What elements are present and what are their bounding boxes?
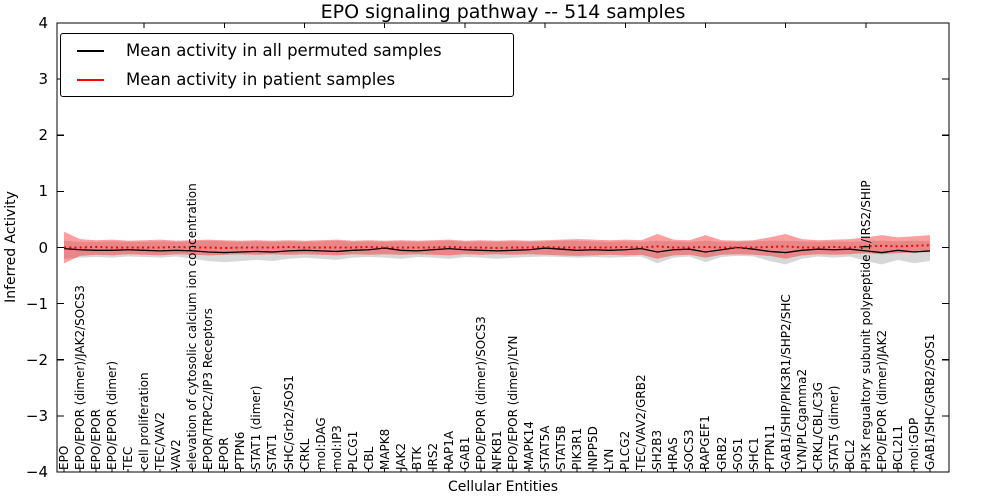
y-tick-label: −3: [25, 406, 48, 425]
x-tick-label: JAK2: [393, 442, 408, 470]
x-tick-label: SHC1: [746, 437, 761, 470]
x-tick-label: STAT5A: [538, 425, 553, 470]
y-tick-label: 0: [38, 238, 48, 257]
legend: Mean activity in all permuted samples Me…: [60, 33, 514, 97]
y-tick-label: 1: [38, 182, 48, 201]
x-tick-label: PTPN6: [233, 431, 248, 470]
legend-label-permuted: Mean activity in all permuted samples: [126, 41, 442, 60]
x-tick-label: IRS2: [425, 442, 440, 470]
x-tick-label: SHC/Grb2/SOS1: [281, 375, 296, 470]
x-tick-label: INPP5D: [586, 426, 601, 470]
legend-label-patient: Mean activity in patient samples: [126, 70, 396, 89]
y-tick-label: −2: [25, 350, 48, 369]
x-tick-label: EPO/EPOR: [89, 409, 104, 470]
x-tick-label: EPO/EPOR (dimer)/JAK2: [874, 329, 889, 470]
x-tick-label: LYN: [602, 448, 617, 470]
legend-entry-patient: Mean activity in patient samples: [61, 68, 513, 92]
x-tick-label: RAP1A: [441, 430, 456, 470]
y-tick-label: −4: [25, 463, 48, 481]
legend-entry-permuted: Mean activity in all permuted samples: [61, 39, 513, 63]
y-tick-label: −1: [25, 294, 48, 313]
x-tick-label: CBL: [361, 446, 376, 470]
y-tick-label: 3: [38, 70, 48, 89]
x-tick-label: HRAS: [666, 437, 681, 470]
x-tick-label: LYN/PLCgamma2: [794, 368, 809, 470]
x-tick-label: TEC/VAV2: [153, 411, 168, 470]
x-tick-label: PI3K regualtory subunit polypeptide 1/IR…: [858, 180, 873, 470]
x-tick-label: EPO/EPOR (dimer): [105, 360, 120, 470]
x-tick-label: CRKL/CBL/C3G: [810, 382, 825, 470]
x-tick-label: GRB2: [714, 436, 729, 470]
legend-line-patient: [77, 78, 104, 81]
x-tick-label: SH2B3: [650, 429, 665, 470]
x-tick-label: MAPK8: [377, 428, 392, 470]
chart-title: EPO signaling pathway -- 514 samples: [320, 1, 686, 23]
series-line-1: [64, 244, 931, 250]
x-tick-label: STAT1: [265, 433, 280, 470]
x-tick-label: VAV2: [169, 439, 184, 470]
x-tick-label: BTK: [409, 446, 424, 470]
y-tick-label: 2: [38, 126, 48, 145]
x-tick-label: PIK3R1: [570, 427, 585, 470]
x-tick-label: GAB1/SHIP/PIK3R1/SHP2/SHC: [778, 294, 793, 470]
x-tick-label: mol:GDP: [906, 417, 921, 470]
x-tick-label: SOS1: [730, 437, 745, 470]
legend-line-permuted: [77, 49, 104, 52]
band-permuted_range: [64, 240, 930, 265]
x-tick-label: GAB1/SHC/GRB2/SOS1: [923, 333, 937, 470]
x-tick-label: STAT1 (dimer): [249, 385, 264, 470]
x-axis-label: Cellular Entities: [447, 479, 559, 495]
x-tick-label: mol:IP3: [329, 425, 344, 470]
x-tick-label: GAB1: [457, 436, 472, 470]
x-tick-label: RAPGEF1: [698, 415, 713, 470]
x-tick-label: cell proliferation: [137, 372, 152, 470]
series-line-0: [63, 246, 931, 254]
x-tick-label: EPO/EPOR (dimer)/LYN: [506, 335, 521, 470]
x-tick-label: CRKL: [297, 438, 312, 470]
x-tick-label: elevation of cytosolic calcium ion conce…: [185, 183, 200, 470]
x-tick-label: STAT5 (dimer): [826, 385, 841, 470]
x-tick-label: TEC/VAV2/GRB2: [634, 374, 649, 470]
x-tick-label: PTPN11: [762, 423, 777, 470]
x-tick-label: EPO: [57, 445, 71, 470]
x-tick-label: PLCG2: [618, 430, 633, 470]
x-tick-label: PLCG1: [345, 430, 360, 470]
x-tick-label: TEC: [121, 446, 136, 470]
x-tick-label: EPOR/TRPC2/IP3 Receptors: [201, 308, 216, 470]
x-tick-label: mol:DAG: [313, 417, 328, 470]
y-axis-label: Inferred Activity: [3, 191, 19, 303]
x-tick-label: BCL2L1: [890, 424, 905, 470]
x-tick-label: EPO/EPOR (dimer)/JAK2/SOCS3: [73, 285, 88, 470]
x-tick-label: STAT5B: [554, 425, 569, 471]
x-tick-label: MAPK14: [522, 421, 537, 470]
x-tick-label: SOCS3: [682, 429, 697, 470]
x-tick-label: NFKB1: [490, 430, 504, 470]
x-tick-label: EPO/EPOR (dimer)/SOCS3: [473, 316, 488, 470]
y-tick-label: 4: [38, 14, 48, 32]
x-tick-label: BCL2: [842, 439, 857, 470]
x-tick-label: EPOR: [217, 437, 232, 470]
